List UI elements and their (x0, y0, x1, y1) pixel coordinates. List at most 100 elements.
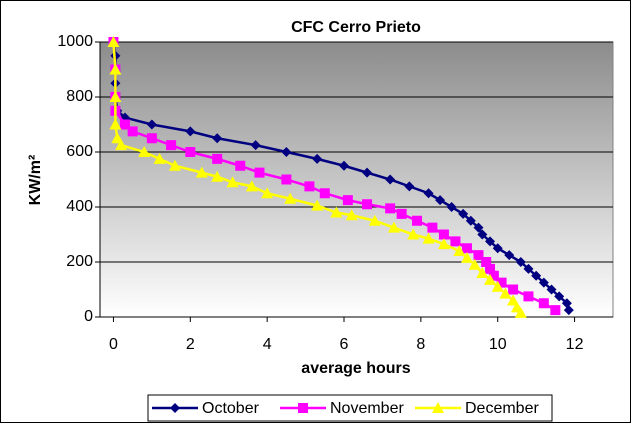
data-point (107, 36, 120, 47)
y-tick-label: 600 (66, 143, 93, 160)
y-tick-label: 400 (66, 198, 93, 215)
data-point (450, 236, 461, 247)
data-point (488, 270, 499, 281)
data-point (168, 159, 181, 171)
data-point (404, 181, 415, 192)
data-point (435, 195, 446, 206)
data-point (153, 152, 166, 164)
data-point (476, 267, 489, 278)
data-point (127, 126, 138, 137)
data-point (460, 251, 473, 263)
data-point (515, 257, 526, 267)
data-point (453, 245, 466, 256)
data-point (109, 118, 122, 130)
data-point (387, 221, 400, 233)
data-point (538, 277, 549, 288)
data-point (319, 188, 330, 199)
x-tick-label: 2 (186, 336, 195, 353)
x-tick-label: 12 (566, 336, 584, 353)
legend-label: December (465, 400, 539, 417)
y-tick-label: 0 (84, 308, 93, 325)
data-point (362, 167, 373, 178)
data-point (499, 287, 512, 299)
data-point (281, 174, 292, 185)
data-point (284, 192, 297, 204)
data-point (458, 208, 469, 219)
data-point (423, 188, 434, 199)
data-point (446, 202, 457, 212)
data-point (111, 132, 124, 144)
data-point (138, 146, 151, 157)
data-point (250, 140, 261, 151)
data-point (531, 270, 542, 281)
data-point (473, 250, 484, 261)
x-tick-label: 4 (263, 336, 272, 353)
data-point (115, 139, 128, 151)
data-point (461, 243, 472, 254)
data-point (254, 167, 265, 178)
data-point (245, 180, 258, 192)
data-point (185, 126, 196, 137)
x-tick-label: 8 (416, 336, 425, 353)
data-point (468, 258, 481, 270)
data-point (407, 228, 420, 240)
data-point (477, 229, 488, 240)
x-tick-label: 6 (340, 336, 349, 353)
data-point (427, 222, 438, 233)
data-point (422, 232, 435, 244)
data-point (412, 215, 423, 226)
data-point (491, 280, 504, 292)
data-point (311, 199, 324, 211)
data-point (507, 294, 520, 306)
data-point (523, 263, 534, 274)
data-point (212, 133, 223, 144)
data-point (312, 153, 323, 164)
data-point (438, 229, 449, 240)
data-point (195, 166, 208, 178)
data-point (437, 238, 450, 250)
data-point (330, 206, 343, 218)
data-point (504, 250, 515, 261)
legend-marker (298, 403, 308, 413)
data-point (281, 147, 292, 157)
data-point (523, 291, 534, 302)
data-point (385, 203, 396, 214)
data-point (538, 298, 549, 309)
data-point (496, 277, 507, 288)
data-point (481, 257, 492, 267)
data-point (485, 236, 496, 247)
x-tick-label: 10 (489, 336, 507, 353)
data-point (119, 119, 130, 130)
legend-label: October (202, 400, 260, 417)
legend-marker (170, 403, 180, 413)
data-point (563, 305, 574, 316)
data-point (339, 160, 350, 171)
data-point (345, 209, 358, 221)
data-point (185, 147, 196, 157)
data-point (109, 63, 122, 75)
data-point (554, 291, 565, 302)
data-point (342, 195, 353, 206)
chart-title: CFC Cerro Prieto (291, 19, 421, 36)
data-point (226, 176, 239, 188)
data-point (550, 305, 561, 316)
data-point (508, 284, 519, 295)
data-point (473, 222, 484, 233)
data-point (368, 214, 381, 226)
data-point (235, 160, 246, 171)
data-point (109, 91, 122, 102)
legend (147, 394, 553, 422)
data-point (485, 263, 496, 274)
data-point (465, 215, 476, 226)
data-point (514, 306, 527, 318)
data-point (166, 140, 177, 151)
legend-label: November (330, 400, 404, 417)
y-axis-label: KW/m² (27, 155, 44, 206)
data-point (546, 284, 557, 295)
y-tick-label: 1000 (57, 33, 93, 50)
y-tick-label: 800 (66, 88, 93, 105)
data-point (212, 153, 223, 164)
data-point (385, 174, 396, 185)
data-point (484, 273, 497, 285)
